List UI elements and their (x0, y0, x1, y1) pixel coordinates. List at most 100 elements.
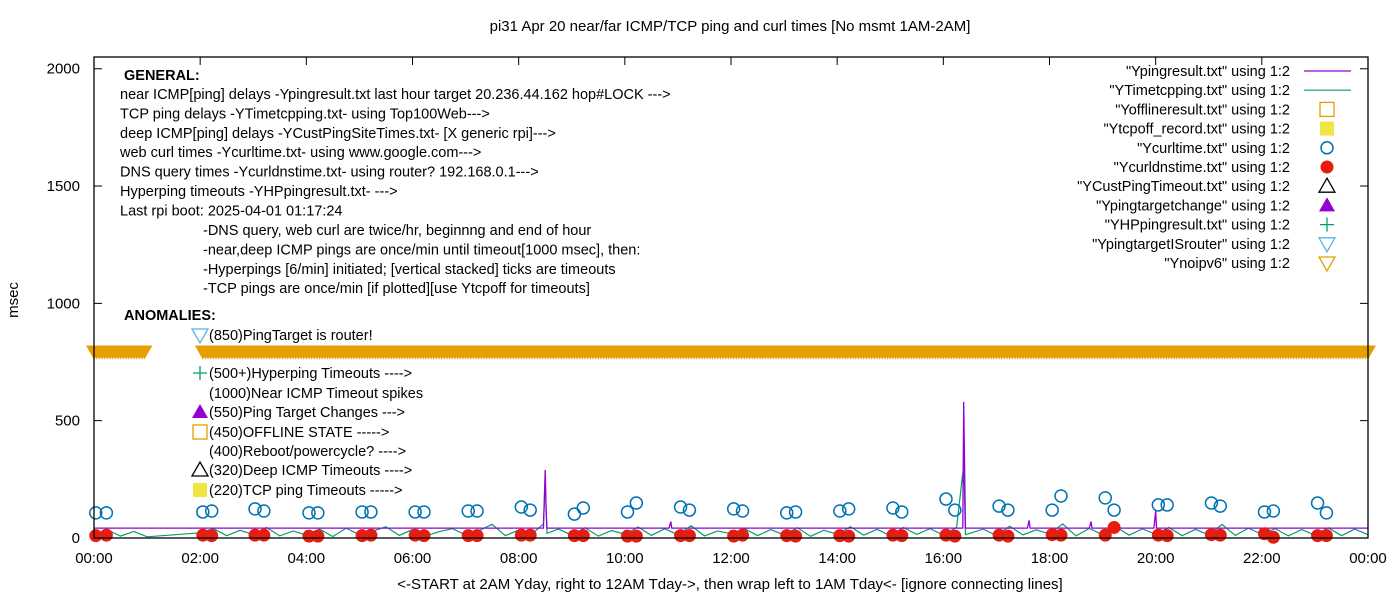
legend-label: "Yofflineresult.txt" using 1:2 (1115, 102, 1290, 118)
x-tick-label: 12:00 (712, 550, 750, 567)
curl-time-point (1266, 504, 1281, 518)
dns-time-point (682, 529, 696, 543)
dns-time-point (417, 529, 431, 543)
curl-time-point (939, 492, 953, 506)
curl-time-point (204, 504, 219, 518)
dns-time-point (1001, 529, 1015, 543)
curl-time-point (1054, 489, 1068, 503)
general-note-line: web curl times -Ycurltime.txt- using www… (119, 145, 481, 161)
general-sub-note-line: -TCP pings are once/min [if plotted][use… (203, 281, 590, 297)
curl-time-point (682, 503, 697, 517)
anomaly-item: (850)PingTarget is router! (209, 328, 373, 344)
x-tick-label: 18:00 (1031, 550, 1069, 567)
legend-label: "Ytcpoff_record.txt" using 1:2 (1103, 122, 1290, 138)
curl-time-point (895, 505, 909, 519)
dns-time-point (842, 529, 856, 543)
dns-time-point (1107, 520, 1121, 534)
dns-time-point (1160, 529, 1174, 543)
legend-marker-icon (1320, 160, 1334, 174)
general-note-line: near ICMP[ping] delays -Ypingresult.txt … (120, 87, 671, 103)
curl-time-point (514, 500, 529, 514)
anomaly-marker-icon (192, 424, 208, 440)
legend-label: "Ycurltime.txt" using 1:2 (1137, 141, 1290, 157)
anomaly-item: (450)OFFLINE STATE -----> (209, 425, 389, 441)
legend-label: "Ypingresult.txt" using 1:2 (1126, 64, 1290, 80)
curl-time-point (629, 496, 644, 510)
curl-time-point (833, 504, 847, 518)
dns-time-point (205, 529, 219, 543)
dns-time-point (523, 528, 537, 542)
y-tick-label: 500 (55, 413, 80, 430)
x-axis-label: <-START at 2AM Yday, right to 12AM Tday-… (397, 576, 1062, 593)
dns-time-point (1213, 528, 1227, 542)
curl-time-point (1001, 503, 1015, 517)
dns-time-point (948, 529, 962, 543)
dns-time-point (89, 529, 103, 543)
general-note-line: TCP ping delays -YTimetcpping.txt- using… (120, 106, 490, 122)
x-tick-label: 10:00 (606, 550, 644, 567)
x-tick-label: 08:00 (500, 550, 538, 567)
curl-time-point (89, 506, 103, 520)
legend-label: "YHPpingresult.txt" using 1:2 (1105, 218, 1290, 234)
dns-time-point (1054, 528, 1068, 542)
x-tick-label: 22:00 (1243, 550, 1281, 567)
legend-marker-icon (1317, 237, 1337, 254)
dns-time-point (736, 528, 750, 542)
legend-marker-icon (1320, 141, 1334, 155)
curl-time-point (417, 505, 431, 519)
curl-time-point (841, 502, 856, 516)
anomaly-marker-icon (192, 404, 208, 418)
dns-time-point (311, 529, 325, 543)
curl-time-point (1098, 491, 1112, 505)
curl-time-point (886, 501, 900, 515)
anomaly-item: (220)TCP ping Timeouts -----> (209, 483, 403, 499)
anomaly-item: (500+)Hyperping Timeouts ----> (209, 366, 412, 382)
y-axis-label: msec (5, 282, 22, 318)
anomaly-marker-icon (190, 328, 210, 345)
general-header: GENERAL: (124, 68, 200, 84)
curl-time-point (1213, 499, 1228, 513)
plot-data (86, 345, 1376, 544)
curl-time-point (1257, 505, 1272, 519)
dns-time-point (576, 529, 590, 543)
legend-marker-icon (1317, 176, 1337, 193)
curl-time-point (1204, 496, 1219, 510)
x-tick-label: 14:00 (818, 550, 856, 567)
legend-marker-icon (1320, 217, 1334, 232)
legend-label: "YpingtargetISrouter" using 1:2 (1092, 237, 1290, 253)
curl-time-point (461, 504, 475, 518)
dns-time-point (99, 528, 113, 542)
curl-time-point (779, 506, 794, 520)
annotation-notes: GENERAL: near ICMP[ping] delays -Ypingres… (119, 68, 671, 499)
curl-time-point (196, 505, 210, 519)
curl-time-point (1310, 496, 1325, 510)
general-note-line: deep ICMP[ping] delays -YCustPingSiteTim… (120, 126, 556, 142)
plot-frame (93, 56, 1369, 539)
general-sub-note-line: -near,deep ICMP pings are once/min until… (203, 242, 640, 258)
curl-time-point (311, 506, 325, 520)
curl-time-point (364, 505, 378, 519)
curl-time-point (248, 502, 262, 516)
dns-time-point (629, 529, 643, 543)
general-sub-note-line: -Hyperpings [6/min] initiated; [vertical… (203, 262, 616, 278)
legend-label: "Ynoipv6" using 1:2 (1164, 256, 1290, 272)
y-tick-label: 1500 (47, 178, 80, 195)
legend-marker-icon (1319, 101, 1335, 118)
curl-time-point (992, 499, 1006, 513)
dns-time-point (895, 529, 909, 543)
curl-time-point (302, 506, 316, 520)
legend-label: "YCustPingTimeout.txt" using 1:2 (1077, 179, 1290, 195)
legend-label: "Ypingtargetchange" using 1:2 (1096, 198, 1290, 214)
curl-time-point (257, 504, 271, 518)
y-tick-label: 0 (72, 530, 80, 547)
curl-time-point (1107, 503, 1121, 517)
curl-time-point (470, 504, 484, 518)
x-tick-label: 20:00 (1137, 550, 1175, 567)
x-tick-label: 00:00 (75, 550, 113, 567)
curl-time-point (576, 501, 591, 515)
legend: "Ypingresult.txt" using 1:2 "YTimetcpping… (1077, 64, 1351, 273)
anomaly-item: (400)Reboot/powercycle? ----> (209, 444, 406, 460)
dns-time-point (1319, 529, 1333, 543)
